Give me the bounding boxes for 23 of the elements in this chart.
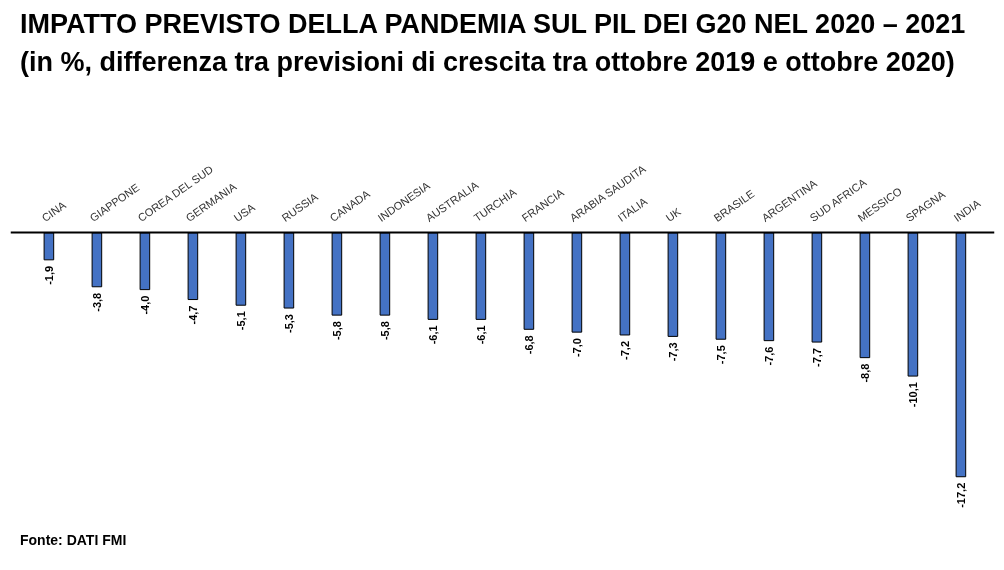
data-label: -5,8 — [330, 321, 343, 341]
data-label: -8,8 — [858, 363, 871, 383]
data-label: -7,6 — [762, 346, 775, 366]
data-label: -5,1 — [234, 311, 247, 331]
data-label: -7,7 — [810, 348, 823, 368]
data-label: -4,0 — [138, 295, 151, 315]
data-label: -10,1 — [906, 382, 919, 408]
x-tick-label: UK — [663, 204, 684, 224]
data-label: -6,8 — [522, 335, 535, 355]
data-label: -17,2 — [954, 482, 967, 508]
data-label: -7,0 — [570, 338, 583, 358]
data-label: -3,8 — [90, 292, 103, 312]
data-label: -4,7 — [186, 305, 199, 325]
chart-title: IMPATTO PREVISTO DELLA PANDEMIA SUL PIL DEI G20 NEL 2020 – 2021 (in %, differenza tra previsioni di crescita tra ottobre 2019 e ottobre 2020) — [20, 8, 967, 79]
data-label: -1,9 — [42, 265, 55, 285]
data-label: -7,3 — [666, 342, 679, 362]
data-label: -5,3 — [282, 314, 295, 333]
data-label: -5,8 — [378, 321, 391, 341]
data-label: -6,1 — [426, 325, 439, 345]
data-label: -6,1 — [474, 325, 487, 345]
data-label: -7,2 — [618, 340, 631, 360]
data-label: -7,5 — [714, 345, 727, 365]
source-note: Fonte: DATI FMI — [20, 531, 127, 550]
